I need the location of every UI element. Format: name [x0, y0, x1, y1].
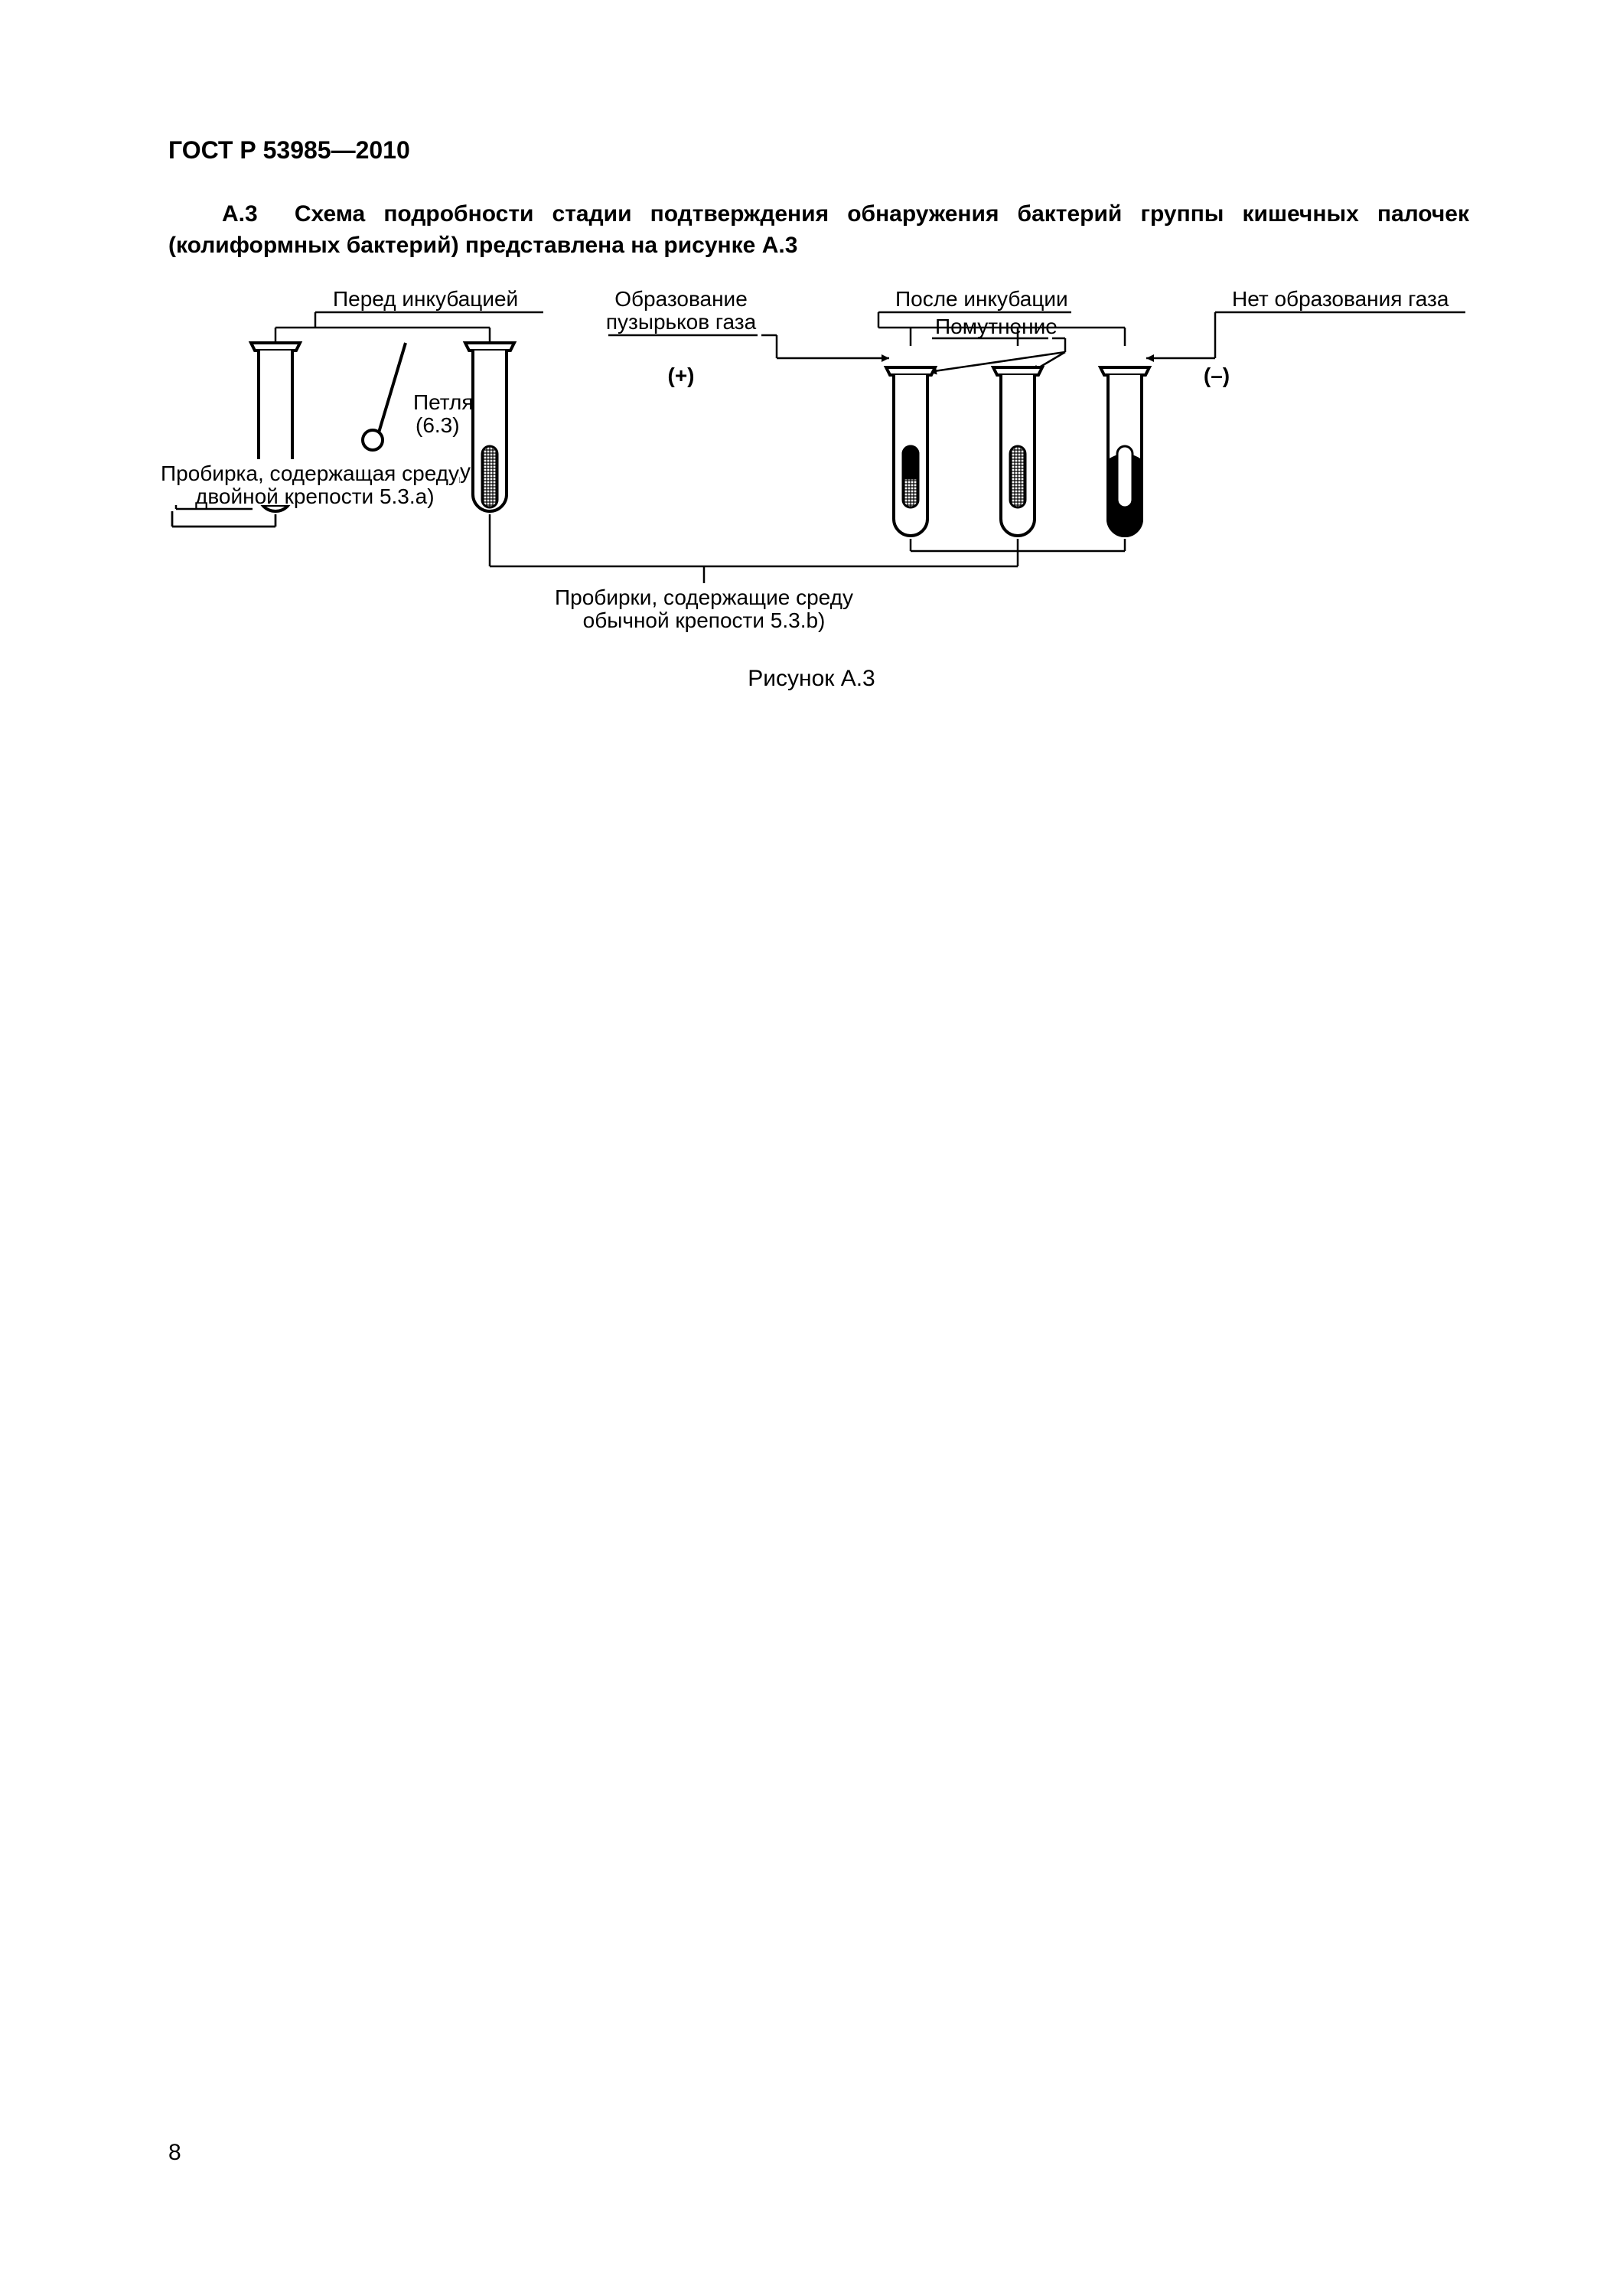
figure-a3-diagram: Перед инкубацией Петля [130, 283, 1507, 651]
label-minus: (–) [1204, 364, 1230, 387]
tube-after-d [993, 367, 1042, 536]
label-loop-ref: (6.3) [416, 413, 460, 437]
label-turbidity: Помутнение [935, 315, 1058, 338]
tube-after-e [1100, 367, 1149, 536]
doc-header: ГОСТ Р 53985—2010 [168, 136, 410, 165]
label-loop: Петля [413, 390, 473, 414]
callout-double-redraw [172, 511, 275, 527]
bracket-left [275, 312, 490, 346]
label-double-l1b: Пробирка, содержащая среду [161, 461, 459, 485]
label-normal-l1: Пробирки, содержащие среду [555, 585, 853, 609]
label-gas-l1: Образование [614, 287, 748, 311]
leader-nogas [1146, 312, 1229, 358]
page-number: 8 [168, 2140, 181, 2166]
para-text: Схема подробности стадии подтверждения о… [168, 201, 1469, 258]
label-no-gas: Нет образования газа [1232, 287, 1449, 311]
label-gas-l2: пузырьков газа [606, 310, 757, 334]
tube-after-c [886, 367, 935, 536]
label-double-l2: двойной крепости 5.3.a) [195, 484, 435, 508]
section-paragraph: А.3 Схема подробности стадии подтвержден… [168, 199, 1469, 261]
label-before-incubation: Перед инкубацией [333, 287, 518, 311]
leader-gas [761, 335, 889, 358]
page: ГОСТ Р 53985—2010 А.3 Схема подробности … [0, 0, 1623, 2296]
figure-caption: Рисунок А.3 [0, 666, 1623, 692]
tube-normal-b [465, 343, 514, 511]
label-after-incubation: После инкубации [895, 287, 1068, 311]
callout-double [172, 511, 275, 527]
label-normal-l2: обычной крепости 5.3.b) [583, 608, 826, 632]
para-lead: А.3 [222, 201, 258, 227]
label-plus: (+) [668, 364, 695, 387]
inoculation-loop-icon [363, 343, 406, 450]
